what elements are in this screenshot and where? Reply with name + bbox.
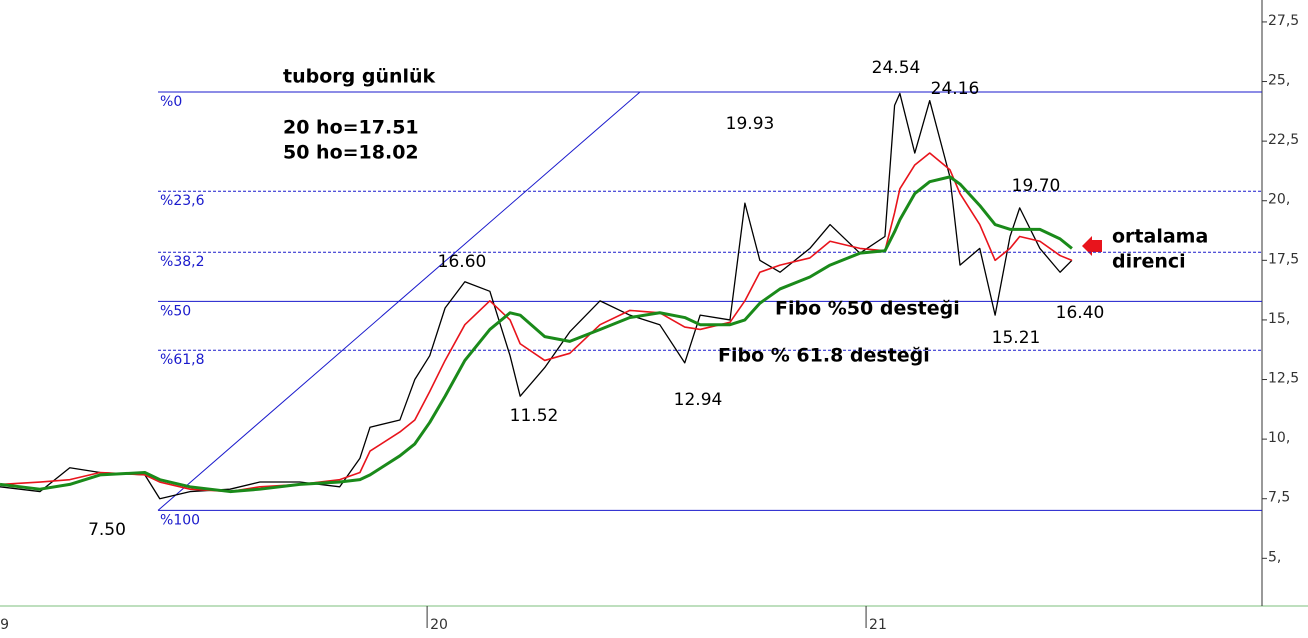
annotation: direnci [1112,251,1186,273]
x-tick-label: 20 [430,617,448,633]
annotation: 16.40 [1056,303,1105,323]
annotation: 19.93 [726,114,775,134]
annotation: Fibo %50 desteği [775,298,960,320]
y-tick-label: 25, [1268,73,1290,89]
annotation: Fibo % 61.8 desteği [718,345,930,367]
chart-title: tuborg günlük [283,66,436,88]
price-line [0,175,1073,494]
y-tick-label: 17,5 [1268,251,1299,267]
trend-line [157,91,641,511]
fib-label: %61,8 [160,352,204,368]
y-tick-label: 12,5 [1268,371,1299,387]
y-tick-label: 27,5 [1268,13,1299,29]
y-tick-label: 20, [1268,192,1290,208]
fib-label: %38,2 [160,254,204,270]
y-tick-label: 10, [1268,430,1290,446]
y-tick-label: 5, [1268,549,1281,565]
annotation: 12.94 [674,390,723,410]
note: 50 ho=18.02 [283,142,419,164]
fib-label: %0 [160,94,182,110]
annotation: 16.60 [438,252,487,272]
annotation: 15.21 [992,328,1041,348]
x-tick-label: 19 [0,617,9,633]
annotation: 19.70 [1012,176,1061,196]
annotation: 24.54 [872,58,921,78]
price-line [0,152,1073,493]
x-tick-label: 21 [869,617,887,633]
y-tick-label: 22,5 [1268,132,1299,148]
fib-label: %50 [160,303,191,319]
fib-label: %100 [160,512,200,528]
annotation: 7.50 [88,520,126,540]
annotation: 11.52 [510,406,559,426]
y-tick-label: 7,5 [1268,490,1290,506]
fib-label: %23,6 [160,193,205,209]
annotation: ortalama [1112,226,1208,248]
y-tick-label: 15, [1268,311,1290,327]
price-line [0,92,1073,500]
arrow [1082,236,1102,256]
annotation: 24.16 [931,79,980,99]
note: 20 ho=17.51 [283,117,419,139]
